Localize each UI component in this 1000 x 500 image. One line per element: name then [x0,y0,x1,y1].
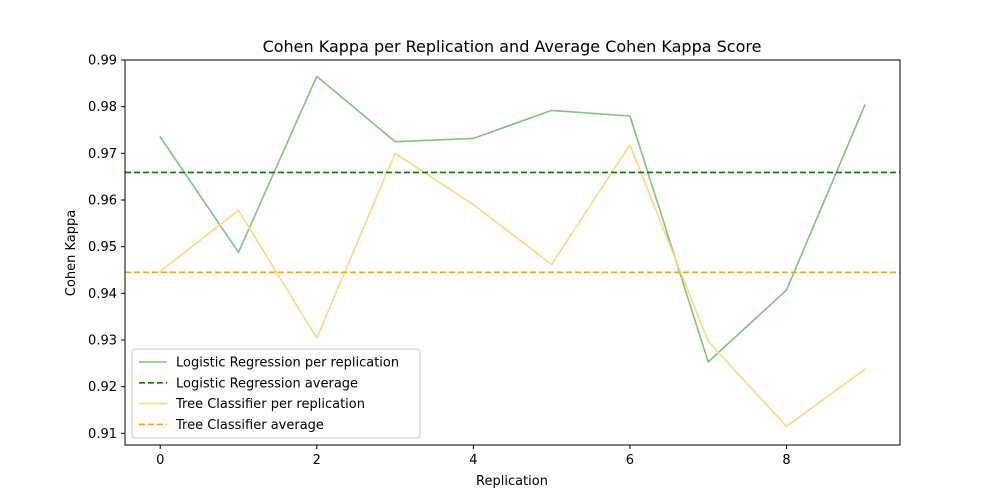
legend-label: Tree Classifier average [175,418,324,433]
series-line-2 [159,144,866,428]
y-tick-label: 0.94 [88,287,117,302]
x-tick-label: 4 [469,453,477,468]
y-tick-label: 0.91 [88,427,117,442]
legend-label: Logistic Regression average [176,376,358,391]
chart-title: Cohen Kappa per Replication and Average … [263,37,762,56]
series-line-1 [159,75,866,363]
x-tick-label: 8 [782,453,790,468]
y-tick-label: 0.98 [88,100,117,115]
y-tick-label: 0.92 [88,380,117,395]
legend-label: Logistic Regression per replication [176,356,399,371]
y-axis-label: Cohen Kappa [64,210,79,296]
x-tick-label: 2 [313,453,321,468]
x-tick-label: 6 [626,453,634,468]
legend-box [131,348,421,439]
x-axis-label: Replication [476,474,548,489]
x-tick-label: 0 [156,453,164,468]
y-tick-label: 0.95 [88,240,117,255]
y-tick-label: 0.93 [88,334,117,349]
legend-label: Tree Classifier per replication [175,397,365,412]
y-tick-label: 0.96 [88,194,117,209]
axes-frame [124,59,901,446]
y-tick-label: 0.99 [88,54,117,69]
y-tick-label: 0.97 [88,147,117,162]
legend: Logistic Regression per replication Logis… [131,348,421,439]
plot-area: 0 2 4 6 8 0.91 0.92 0.93 0.94 0.95 0.96 0.97 0.98 0.9… [88,54,901,468]
